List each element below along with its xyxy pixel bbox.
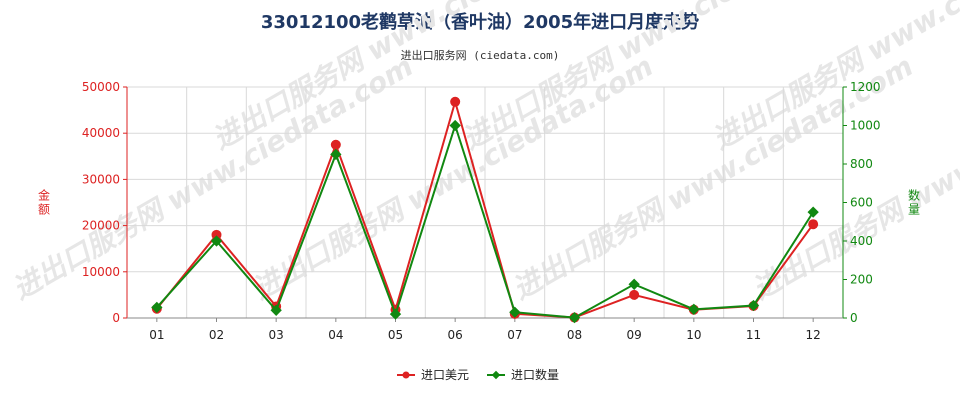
axis-title-char: 数 [908, 188, 920, 203]
data-point-1 [450, 96, 461, 107]
legend-marker [491, 370, 501, 380]
data-point-2 [568, 311, 581, 324]
x-tick-label: 03 [269, 328, 284, 342]
data-point-2 [330, 148, 342, 161]
right-tick-label: 400 [850, 234, 873, 248]
legend-marker [402, 371, 410, 379]
right-axis-title: 数量 [908, 188, 920, 217]
x-tick-label: 05 [388, 328, 403, 342]
right-tick-label: 600 [850, 196, 873, 210]
data-point-2 [151, 301, 163, 314]
axis-title-char: 额 [38, 203, 50, 217]
left-tick-label: 50000 [82, 80, 120, 94]
x-tick-label: 10 [686, 328, 701, 342]
legend-label: 进口美元 [421, 368, 469, 382]
data-point-1 [629, 289, 640, 300]
axis-layer: 0 10000 20000 30000 40000 50000 0 200 400 600 800 1… [38, 80, 920, 342]
axis-title-char: 量 [908, 203, 920, 217]
x-tick-label: 08 [567, 328, 582, 342]
left-tick-label: 0 [112, 311, 120, 325]
x-tick-label: 06 [448, 328, 463, 342]
watermark-layer: 进出口服务网 www.ciedata.com 进出口服务网 www.ciedata… [7, 0, 960, 306]
data-point-1 [211, 229, 222, 240]
legend-label: 进口数量 [511, 367, 559, 382]
data-point-2 [688, 303, 700, 315]
axis-title-char: 金 [38, 188, 50, 203]
legend: 进口美元 进口数量 [397, 367, 559, 382]
series-line-2 [156, 122, 815, 319]
left-tick-label: 30000 [82, 172, 120, 186]
x-tick-label: 09 [627, 328, 642, 342]
data-point-2 [270, 304, 282, 316]
legend-item-2: 进口数量 [487, 367, 559, 382]
right-tick-label: 200 [850, 273, 873, 287]
x-tick-label: 04 [328, 328, 343, 342]
legend-item-1: 进口美元 [397, 368, 469, 382]
right-tick-label: 1000 [850, 119, 881, 133]
data-point-2 [210, 235, 223, 247]
x-tick-label: 01 [149, 328, 164, 342]
left-axis-title: 金额 [38, 188, 50, 217]
left-tick-label: 20000 [82, 219, 120, 233]
right-tick-label: 1200 [850, 80, 881, 94]
x-tick-label: 02 [209, 328, 224, 342]
x-tick-label: 07 [507, 328, 522, 342]
series-layer [151, 96, 819, 324]
data-point-2 [807, 206, 819, 218]
x-tick-label: 11 [746, 328, 761, 342]
right-tick-label: 0 [850, 311, 858, 325]
chart-title: 33012100老鹳草油（香叶油）2005年进口月度走势 [260, 12, 700, 33]
data-point-1 [808, 219, 819, 230]
x-tick-label: 12 [806, 328, 821, 342]
left-tick-label: 40000 [82, 126, 120, 140]
watermark-text: 进出口服务网 www.ciedata.com [7, 49, 419, 306]
data-point-2 [747, 299, 760, 312]
data-point-1 [330, 139, 341, 150]
right-tick-label: 800 [850, 157, 873, 171]
data-point-2 [628, 278, 640, 290]
left-tick-label: 10000 [82, 265, 120, 279]
watermark-text: 进出口服务网 www.ciedata.com [707, 0, 960, 156]
data-point-2 [389, 308, 402, 320]
chart-subtitle: 进出口服务网 (ciedata.com) [400, 49, 560, 62]
